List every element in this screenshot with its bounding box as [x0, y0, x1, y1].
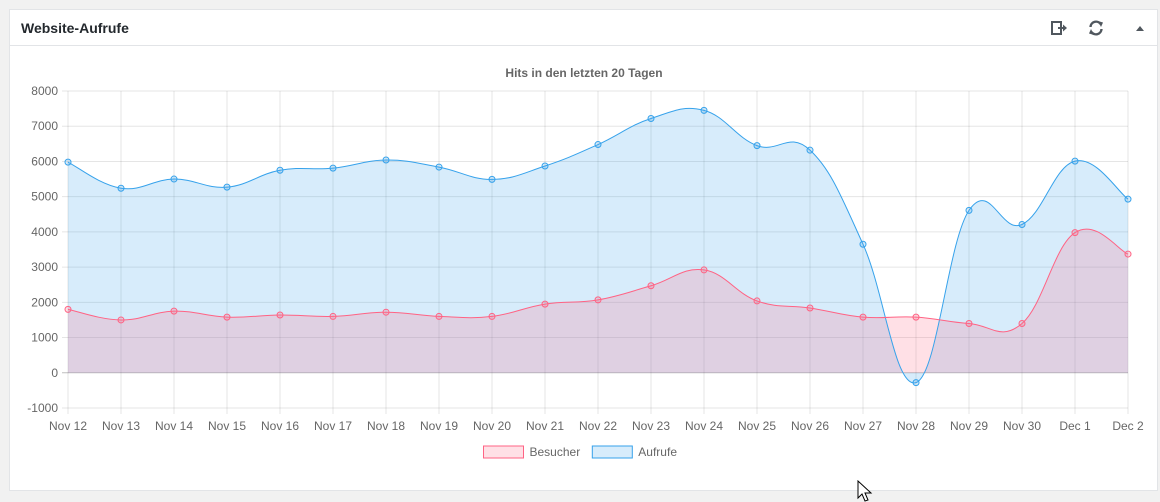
point-aufrufe[interactable] [329, 164, 337, 172]
point-aufrufe[interactable] [170, 175, 178, 183]
refresh-icon[interactable] [1086, 18, 1106, 38]
x-tick-label: Nov 26 [791, 419, 829, 433]
x-tick-label: Nov 27 [844, 419, 882, 433]
legend-swatch-aufrufe [591, 445, 633, 459]
x-tick-label: Nov 12 [49, 419, 87, 433]
point-besucher[interactable] [170, 307, 178, 315]
x-tick-label: Nov 20 [473, 419, 511, 433]
point-aufrufe[interactable] [859, 240, 867, 248]
y-tick-label: 1000 [31, 331, 58, 345]
point-besucher[interactable] [64, 305, 72, 313]
point-besucher[interactable] [435, 312, 443, 320]
y-tick-label: 4000 [31, 225, 58, 239]
x-tick-label: Nov 28 [897, 419, 935, 433]
point-besucher[interactable] [276, 311, 284, 319]
point-besucher[interactable] [117, 316, 125, 324]
website-hits-widget: Website-Aufrufe Hits in den letzten 20 T… [9, 9, 1158, 491]
y-tick-label: 7000 [31, 119, 58, 133]
export-icon[interactable] [1050, 18, 1070, 38]
point-besucher[interactable] [647, 282, 655, 290]
point-besucher[interactable] [1071, 229, 1079, 237]
widget-header: Website-Aufrufe [10, 10, 1157, 46]
point-aufrufe[interactable] [64, 158, 72, 166]
point-aufrufe[interactable] [1124, 195, 1132, 203]
point-besucher[interactable] [912, 313, 920, 321]
y-tick-label: 8000 [31, 84, 58, 98]
point-besucher[interactable] [541, 300, 549, 308]
legend-label-aufrufe: Aufrufe [638, 445, 677, 459]
area-besucher [68, 229, 1128, 373]
x-tick-label: Nov 22 [579, 419, 617, 433]
x-tick-label: Nov 19 [420, 419, 458, 433]
point-besucher[interactable] [1018, 319, 1026, 327]
point-besucher[interactable] [488, 312, 496, 320]
point-besucher[interactable] [965, 319, 973, 327]
x-tick-label: Nov 14 [155, 419, 193, 433]
point-aufrufe[interactable] [117, 184, 125, 192]
point-aufrufe[interactable] [806, 146, 814, 154]
y-tick-label: 3000 [31, 260, 58, 274]
point-besucher[interactable] [753, 297, 761, 305]
y-tick-label: 0 [51, 366, 58, 380]
x-tick-label: Nov 16 [261, 419, 299, 433]
legend-label-besucher: Besucher [530, 445, 581, 459]
point-besucher[interactable] [594, 296, 602, 304]
x-tick-label: Nov 13 [102, 419, 140, 433]
point-aufrufe[interactable] [647, 114, 655, 122]
x-tick-label: Nov 17 [314, 419, 352, 433]
point-aufrufe[interactable] [382, 156, 390, 164]
x-tick-label: Dec 1 [1059, 419, 1091, 433]
x-tick-label: Nov 18 [367, 419, 405, 433]
point-aufrufe[interactable] [965, 206, 973, 214]
point-aufrufe[interactable] [276, 166, 284, 174]
point-aufrufe[interactable] [912, 379, 920, 387]
legend-item-besucher[interactable]: Besucher [483, 445, 581, 459]
point-aufrufe[interactable] [1071, 157, 1079, 165]
line-besucher [67, 228, 1129, 333]
point-aufrufe[interactable] [435, 163, 443, 171]
point-aufrufe[interactable] [594, 141, 602, 149]
point-besucher[interactable] [700, 266, 708, 274]
y-tick-label: -1000 [27, 401, 58, 415]
x-tick-label: Nov 15 [208, 419, 246, 433]
x-tick-label: Nov 21 [526, 419, 564, 433]
mouse-cursor-icon [857, 480, 873, 502]
legend-item-aufrufe[interactable]: Aufrufe [591, 445, 677, 459]
point-besucher[interactable] [859, 313, 867, 321]
x-tick-label: Nov 23 [632, 419, 670, 433]
x-tick-label: Dec 2 [1112, 419, 1144, 433]
line-aufrufe [67, 107, 1129, 384]
point-aufrufe[interactable] [700, 106, 708, 114]
chart-title: Hits in den letzten 20 Tagen [505, 66, 662, 80]
point-besucher[interactable] [329, 312, 337, 320]
point-besucher[interactable] [223, 313, 231, 321]
y-tick-label: 5000 [31, 190, 58, 204]
y-tick-label: 6000 [31, 154, 58, 168]
legend-swatch-besucher [483, 445, 524, 459]
widget-title: Website-Aufrufe [21, 20, 129, 36]
point-besucher[interactable] [1124, 250, 1132, 258]
x-tick-label: Nov 29 [950, 419, 988, 433]
collapse-arrow-icon[interactable] [1130, 18, 1150, 38]
x-tick-label: Nov 30 [1003, 419, 1041, 433]
point-aufrufe[interactable] [223, 183, 231, 191]
x-tick-label: Nov 24 [685, 419, 723, 433]
y-tick-label: 2000 [31, 295, 58, 309]
point-besucher[interactable] [382, 308, 390, 316]
hits-chart: Hits in den letzten 20 Tagen -1000 0 1000 2… [27, 66, 1144, 459]
point-aufrufe[interactable] [488, 175, 496, 183]
point-besucher[interactable] [806, 304, 814, 312]
x-tick-label: Nov 25 [738, 419, 776, 433]
point-aufrufe[interactable] [541, 162, 549, 170]
point-aufrufe[interactable] [1018, 220, 1026, 228]
point-aufrufe[interactable] [753, 142, 761, 150]
